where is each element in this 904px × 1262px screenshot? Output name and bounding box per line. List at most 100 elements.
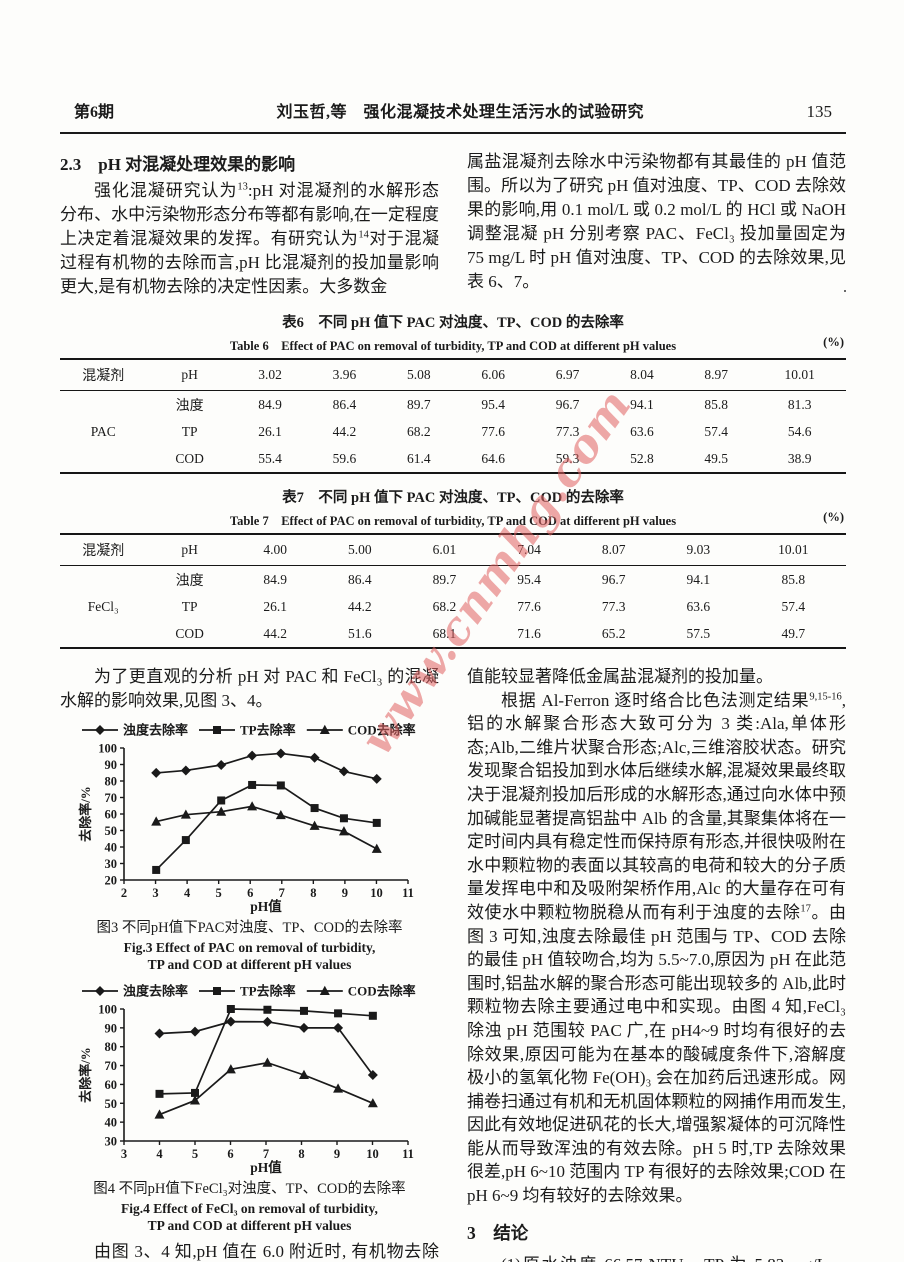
table-7-title-en-text: Table 7 Effect of PAC on removal of turb…	[229, 514, 677, 528]
svg-text:70: 70	[104, 791, 117, 805]
table-cell: 95.4	[517, 571, 541, 587]
table-cell: 10.01	[740, 534, 846, 566]
svg-text:去除率/%: 去除率/%	[78, 786, 93, 842]
table-6-title-en-text: Table 6 Effect of PAC on removal of turb…	[229, 339, 677, 353]
table-cell: 6.01	[402, 534, 487, 566]
svg-text:pH值: pH值	[250, 1159, 282, 1175]
table-cell: 4.00	[232, 534, 318, 566]
svg-text:4: 4	[156, 1147, 163, 1161]
table-cell: 96.7	[555, 396, 580, 412]
figures-intro-paragraph: 为了更直观的分析 pH 对 PAC 和 FeCl₃ 的混凝水解的影响效果,见图 …	[60, 667, 439, 710]
table-cell: 7.04	[486, 534, 572, 566]
svg-text:50: 50	[104, 1097, 117, 1111]
table-cell: 3.96	[307, 359, 382, 391]
svg-text:3: 3	[152, 886, 158, 900]
figure-4-caption-en1: Fig.4 Effect of FeCl₃ on removal of turb…	[121, 1200, 378, 1216]
table-cell: 57.4	[781, 598, 806, 614]
svg-text:80: 80	[104, 1040, 117, 1054]
table-row: COD 55.4 59.6 61.4 64.6 59.3 52.8 49.5 38.9	[60, 445, 846, 473]
table-cell: 63.6	[630, 423, 654, 439]
issue-number: 第6期	[74, 104, 115, 121]
discussion-paragraph: 由图 3、4 知,pH 值在 6.0 附近时, 有机物去除率达到最高。对于 PA…	[94, 1242, 439, 1262]
table-cell: 84.9	[263, 571, 288, 587]
table-cell: TP	[181, 423, 198, 439]
table-cell: PAC	[90, 423, 116, 439]
scan-speck	[844, 290, 846, 292]
table-cell: 54.6	[787, 423, 812, 439]
table-cell: 85.8	[704, 396, 729, 412]
table-cell: FeCl₃	[87, 598, 119, 614]
svg-text:去除率/%: 去除率/%	[78, 1047, 93, 1103]
table-cell: 85.8	[781, 571, 806, 587]
table-cell: 68.1	[432, 625, 457, 641]
svg-text:80: 80	[104, 775, 117, 789]
table-header-row: 混凝剂 pH 3.02 3.96 5.08 6.06 6.97 8.04 8.97 10.01	[60, 359, 846, 391]
table-row: TP 26.1 44.2 68.2 77.6 77.3 63.6 57.4	[60, 593, 846, 620]
table-cell: 26.1	[263, 598, 288, 614]
table-cell: 3.02	[232, 359, 308, 391]
table-6-block: 表6 不同 pH 值下 PAC 对浊度、TP、COD 的去除率 Table 6 …	[60, 311, 846, 474]
table-cell: 44.2	[332, 423, 357, 439]
svg-text:90: 90	[104, 1022, 117, 1036]
table-cell: COD	[175, 450, 204, 466]
figure-3-caption-en1: Fig.3 Effect of PAC on removal of turbid…	[123, 939, 376, 955]
svg-text:30: 30	[104, 857, 117, 871]
svg-text:60: 60	[104, 1078, 117, 1092]
table-cell: 96.7	[601, 571, 626, 587]
svg-text:TP去除率: TP去除率	[240, 723, 296, 738]
intro-right-column: 属盐混凝剂去除水中污染物都有其最佳的 pH 值范围。所以为了研究 pH 值对浊度…	[467, 150, 846, 299]
figure-4-caption-en2: TP and COD at different pH values	[147, 1218, 352, 1234]
figure-3-caption-en2: TP and COD at different pH values	[147, 957, 352, 973]
running-header: 第6期 刘玉哲,等 强化混凝技术处理生活污水的试验研究 135	[60, 98, 846, 134]
svg-text:100: 100	[98, 742, 117, 756]
svg-text:浊度去除率: 浊度去除率	[123, 984, 188, 999]
table-cell: 混凝剂	[60, 534, 147, 566]
table-cell: 44.2	[263, 625, 288, 641]
table-cell: 52.8	[630, 450, 654, 466]
table-cell: 59.3	[555, 450, 580, 466]
table-cell: 8.07	[571, 534, 657, 566]
svg-text:3: 3	[120, 1147, 126, 1161]
page-content: 第6期 刘玉哲,等 强化混凝技术处理生活污水的试验研究 135 2.3 pH 对…	[60, 0, 846, 1262]
svg-text:COD去除率: COD去除率	[347, 723, 415, 738]
svg-text:11: 11	[402, 1147, 414, 1161]
table-cell: 10.01	[753, 359, 846, 391]
table-cell: 混凝剂	[60, 359, 147, 391]
table-row: FeCl₃ 浊度 84.9 86.4 89.7 95.4 96.7 94.1 85.8	[60, 566, 846, 614]
table-cell: 38.9	[787, 450, 812, 466]
svg-text:5: 5	[215, 886, 221, 900]
lower-left-column: 为了更直观的分析 pH 对 PAC 和 FeCl₃ 的混凝水解的影响效果,见图 …	[60, 665, 439, 1262]
table-cell: 84.9	[258, 396, 282, 412]
table-cell: 57.5	[686, 625, 711, 641]
table-cell: 8.04	[604, 359, 680, 391]
table-cell: 44.2	[348, 598, 372, 614]
section-2-3-paragraph: 强化混凝研究认为13:pH 对混凝剂的水解形态分布、水中污染物形态分布等都有影响…	[60, 181, 440, 296]
figure-4-chart: 浊度去除率 TP去除率 COD去除率 30 40 50 60 70 80 90 100 3 4 5 6 7 8 9…	[78, 981, 422, 1180]
table-row: COD 44.2 51.6 68.1 71.6 65.2 57.5 49.7	[60, 620, 846, 648]
table-cell: 55.4	[258, 450, 282, 466]
table-cell: 26.1	[258, 423, 282, 439]
svg-text:8: 8	[310, 886, 316, 900]
table-cell: 65.2	[601, 625, 626, 641]
figure-4: 浊度去除率 TP去除率 COD去除率 30 40 50 60 70 80 90 100 3 4 5 6 7 8 9…	[60, 981, 439, 1234]
lower-right-column: 值能较显著降低金属盐混凝剂的投加量。 根据 Al-Ferron 逐时络合比色法测…	[467, 665, 846, 1262]
svg-text:9: 9	[333, 1147, 339, 1161]
table-cell: 5.00	[317, 534, 403, 566]
svg-text:50: 50	[104, 824, 117, 838]
table-6-unit: (%)	[823, 335, 844, 349]
table-cell: 57.4	[704, 423, 729, 439]
table-6: 混凝剂 pH 3.02 3.96 5.08 6.06 6.97 8.04 8.97 10.01 PA…	[60, 358, 846, 474]
right-paragraph-1: 值能较显著降低金属盐混凝剂的投加量。	[467, 667, 773, 686]
conclusion-heading: 3 结论	[467, 1222, 529, 1243]
svg-text:7: 7	[278, 886, 284, 900]
svg-text:70: 70	[104, 1059, 117, 1073]
table-cell: 68.2	[432, 598, 457, 614]
table-row: TP 26.1 44.2 68.2 77.6 77.3 63.6 57.4 54.6	[60, 418, 846, 445]
svg-text:11: 11	[402, 886, 414, 900]
svg-text:6: 6	[227, 1147, 233, 1161]
figure-3: 浊度去除率 TP去除率 COD去除率 20 30 40 50 60 70 80 90 100 2 3 4 5 6…	[60, 720, 439, 973]
svg-text:90: 90	[104, 758, 117, 772]
table-row: PAC 浊度 84.9 86.4 89.7 95.4 96.7 94.1 85.8 81.3	[60, 391, 846, 439]
svg-text:20: 20	[104, 874, 117, 888]
